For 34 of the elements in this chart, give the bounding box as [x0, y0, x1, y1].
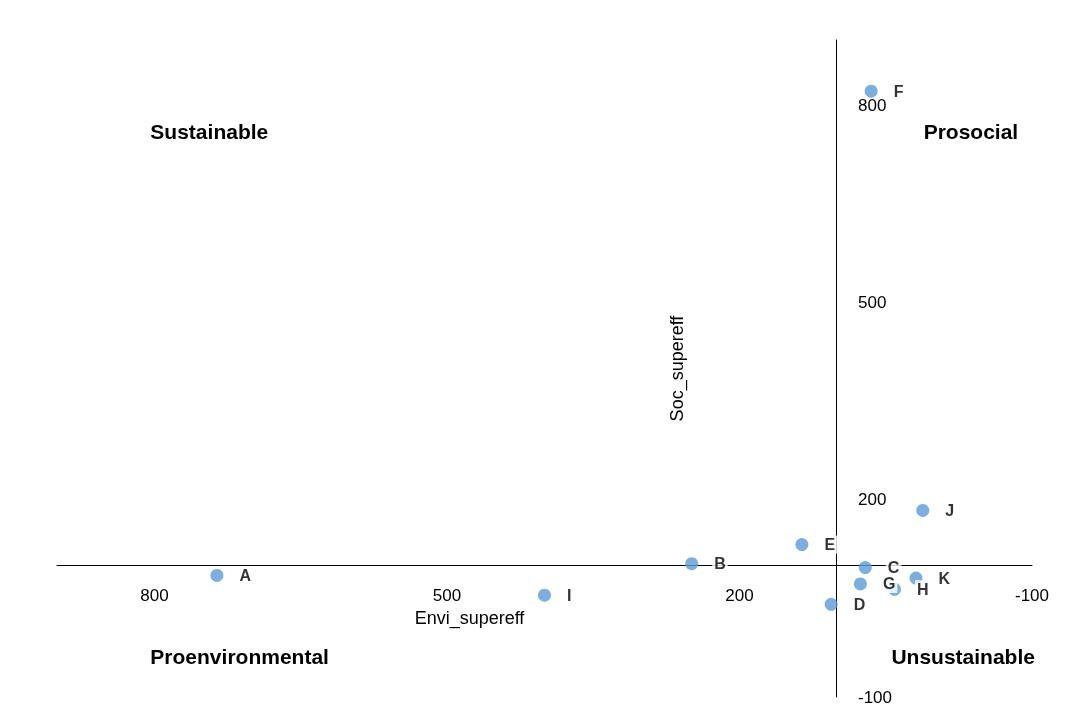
- point: [864, 84, 878, 98]
- data-label: E: [824, 536, 836, 554]
- data-label: C: [887, 559, 900, 577]
- point: [210, 568, 224, 582]
- point: [858, 561, 872, 575]
- x-tick-label: 800: [140, 586, 169, 605]
- y-tick-label: 800: [858, 96, 887, 116]
- x-tick-label: -100: [1014, 586, 1050, 605]
- point: [538, 588, 551, 602]
- point: [853, 577, 867, 591]
- annotation: Unsustainable: [891, 645, 1035, 669]
- data-label: D: [853, 595, 866, 613]
- annotation: Sustainable: [150, 119, 269, 143]
- point: [824, 597, 838, 611]
- point: [916, 503, 930, 517]
- point: [795, 538, 809, 552]
- annotation: Proenvironmental: [150, 645, 329, 669]
- data-label: J: [945, 501, 955, 519]
- data-label: F: [893, 82, 904, 100]
- y-tick-label: 200: [858, 490, 887, 510]
- y-tick-label: 500: [858, 293, 887, 313]
- data-label: H: [917, 580, 929, 598]
- x-axis-title: Envi_supereff: [414, 607, 526, 629]
- x-tick-label: 200: [725, 586, 754, 605]
- data-label: A: [239, 566, 252, 584]
- data-label: I: [567, 586, 572, 604]
- data-label: G: [882, 575, 896, 593]
- y-tick-label: -100: [858, 687, 893, 707]
- x-tick-label: 500: [432, 586, 462, 605]
- data-label: B: [714, 555, 726, 573]
- y-axis-title: Soc_supereff: [667, 314, 688, 422]
- point: [685, 557, 699, 571]
- annotation: Prosocial: [923, 119, 1019, 143]
- data-label: K: [938, 569, 951, 587]
